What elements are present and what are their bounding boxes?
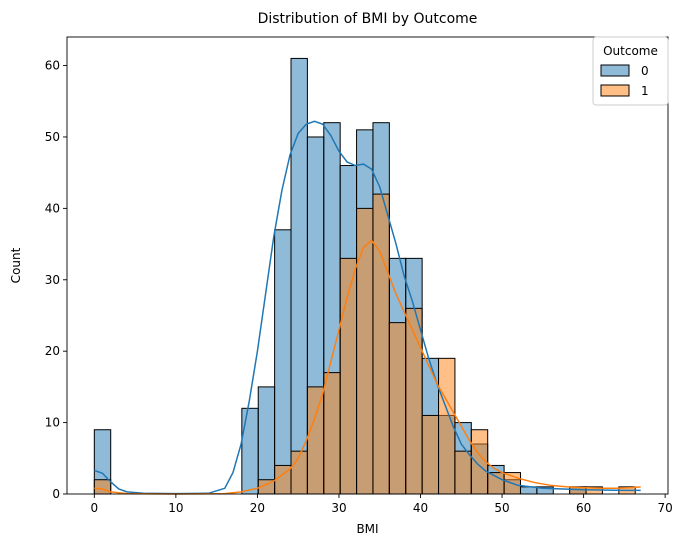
legend: Outcome 0 1 <box>592 36 669 106</box>
axes-frame <box>66 36 669 495</box>
bar-series-0-bin-11 <box>274 229 292 495</box>
kde-curves <box>94 120 641 495</box>
y-tick-label-40: 40 <box>45 201 60 215</box>
x-axis-label: BMI <box>356 522 378 536</box>
bar-series-0-bin-9 <box>241 407 259 495</box>
chart-title: Distribution of BMI by Outcome <box>258 11 478 27</box>
bar-series-1-bin-17 <box>372 193 390 495</box>
legend-label-1: 1 <box>641 84 649 98</box>
y-axis-label: Count <box>9 247 23 283</box>
x-tick-label-30: 30 <box>331 501 346 515</box>
x-tick-label-60: 60 <box>576 501 591 515</box>
legend-swatch-0 <box>600 64 630 77</box>
legend-swatch-1 <box>600 84 630 97</box>
bar-series-1-bin-13 <box>306 386 325 495</box>
series-1-bars <box>93 193 636 495</box>
bar-series-0-bin-12 <box>290 57 308 495</box>
kde-line-series-1 <box>94 239 641 495</box>
bar-series-1-bin-16 <box>356 207 374 495</box>
y-tick-label-0: 0 <box>52 487 60 501</box>
bar-series-1-bin-19 <box>405 307 423 495</box>
x-tick-label-20: 20 <box>250 501 265 515</box>
y-tick-label-60: 60 <box>45 59 60 73</box>
kde-line-series-0 <box>94 120 641 495</box>
bar-series-1-bin-22 <box>454 450 472 495</box>
x-tick-label-10: 10 <box>168 501 183 515</box>
x-tick-label-0: 0 <box>90 501 98 515</box>
bar-series-1-bin-20 <box>421 414 440 495</box>
bar-series-1-bin-0 <box>93 479 112 495</box>
y-tick-label-50: 50 <box>45 130 60 144</box>
legend-title: Outcome <box>603 44 658 58</box>
y-tick-label-30: 30 <box>45 273 60 287</box>
y-tick-label-20: 20 <box>45 344 60 358</box>
x-tick-label-70: 70 <box>658 501 673 515</box>
bar-series-1-bin-18 <box>388 322 407 495</box>
bar-series-1-bin-14 <box>323 372 341 495</box>
bar-series-0-bin-10 <box>257 386 276 495</box>
legend-label-0: 0 <box>641 64 649 78</box>
x-tick-label-40: 40 <box>413 501 428 515</box>
y-tick-label-10: 10 <box>45 416 60 430</box>
x-tick-label-50: 50 <box>494 501 509 515</box>
